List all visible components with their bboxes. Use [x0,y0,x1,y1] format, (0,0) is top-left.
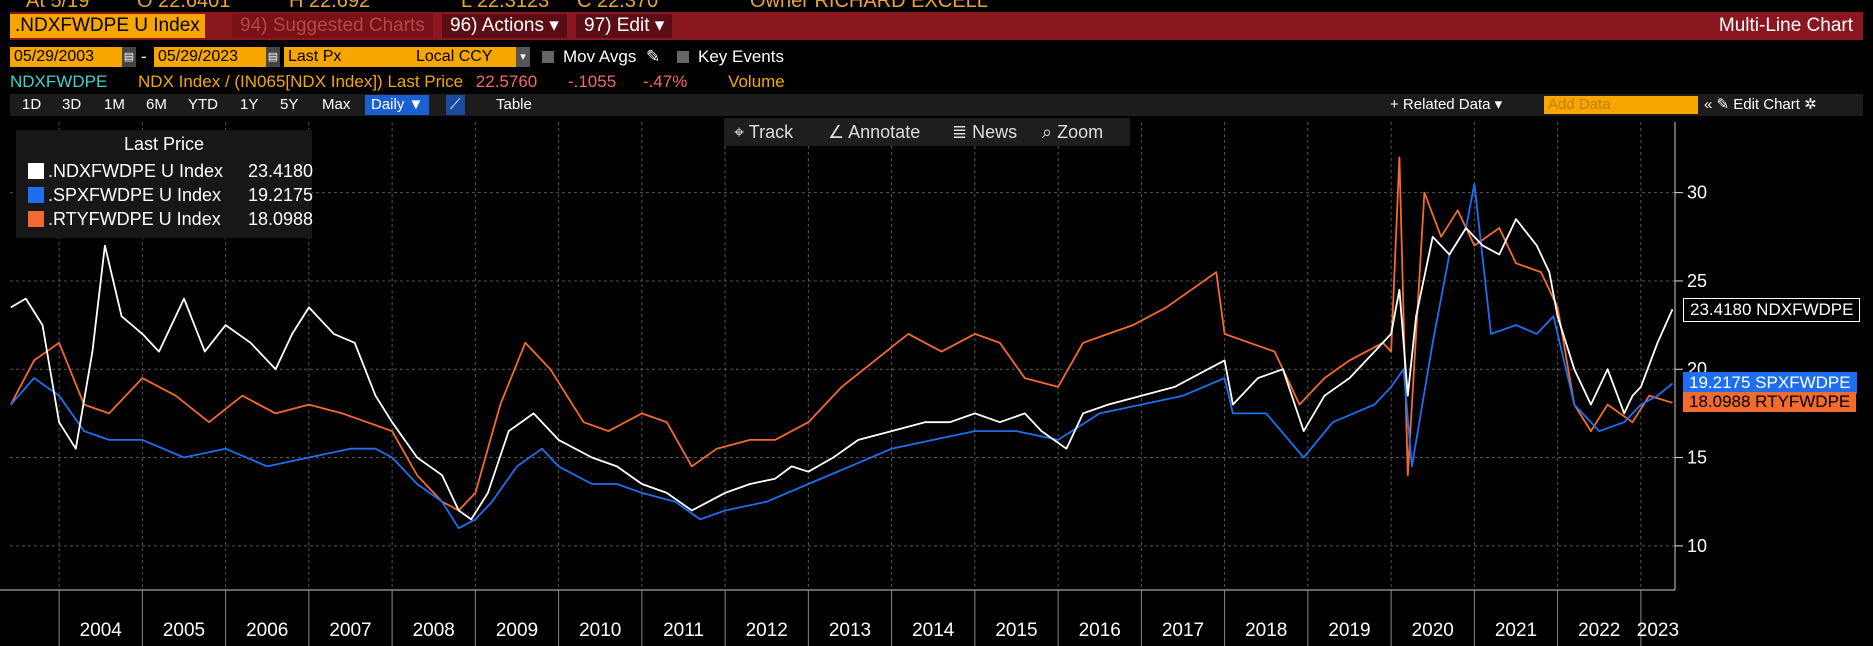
news-button[interactable]: ≣ News [952,122,1018,142]
info-change: -.1055 [567,72,617,91]
legend-swatch [28,163,44,179]
period-1m[interactable]: 1M [104,96,125,113]
series-line-ndxfwdpeuindex [10,218,1674,521]
table-view-button[interactable]: Table [496,96,532,113]
x-tick-label: 2021 [1495,620,1537,641]
quote-high: H 22.692 [289,0,371,12]
add-data-input[interactable]: Add Data [1544,96,1698,114]
x-tick-label: 2018 [1245,620,1287,641]
chevron-down-icon[interactable]: ▾ [516,47,530,67]
x-tick-label: 2013 [829,620,871,641]
end-date-input[interactable]: 05/29/2023 [154,47,270,67]
frequency-select[interactable]: Daily ▼ [365,95,430,115]
info-line: NDXFWDPE NDX Index / (IN065[NDX Index]) … [10,72,785,92]
x-tick-label: 2012 [746,620,788,641]
pencil-icon[interactable]: ✎ [646,47,661,66]
y-tick-label: 10 [1687,536,1707,556]
x-tick-label: 2004 [80,620,123,641]
chart-toolbar: ⌖ Track ∠ Annotate ≣ News ⌕ Zoom [724,118,1130,146]
quote-as-of: At 5/19 [26,0,90,12]
x-tick-label: 2014 [912,620,955,641]
chart-legend: Last Price .NDXFWDPE U Index 23.4180 .SP… [16,130,314,238]
calendar-icon[interactable]: ▤ [266,47,280,67]
period-3d[interactable]: 3D [62,96,82,113]
info-description: NDX Index / (IN065[NDX Index]) Last Pric… [138,72,464,91]
last-value-tag-spx: 19.2175 SPXFWDPE [1683,372,1857,395]
quote-owner: Owner RICHARD EXCELL [750,0,988,12]
period-ytd[interactable]: YTD [188,96,218,113]
y-tick-label: 15 [1687,448,1707,468]
x-tick-label: 2007 [329,620,371,641]
x-tick-label: 2016 [1079,620,1121,641]
x-tick-label: 2008 [413,620,455,641]
currency-select[interactable]: Local CCY [412,47,520,67]
legend-series-name: .SPXFWDPE U Index [48,185,222,205]
x-tick-label: 2010 [579,620,621,641]
title-bar: .NDXFWDPE U Index 94) Suggested Charts 9… [10,12,1863,40]
suggested-charts-button[interactable]: 94) Suggested Charts [232,14,433,38]
quote-low: L 22.3123 [461,0,550,12]
quote-close: C 22.370 [577,0,659,12]
actions-menu[interactable]: 96) Actions ▾ [442,14,567,38]
field-select[interactable]: Last Px [284,47,412,67]
last-value-tag-rty: 18.0988 RTYFWDPE [1683,391,1857,412]
mov-avgs-label: Mov Avgs [563,47,637,66]
start-date-input[interactable]: 05/29/2003 [10,47,126,67]
series-line-rtyfwdpeuindex [10,156,1673,512]
info-volume: Volume [728,72,785,91]
period-1d[interactable]: 1D [22,96,42,113]
x-tick-label: 2019 [1328,620,1370,641]
x-tick-label: 2015 [995,620,1037,641]
series-line-spxfwdpeuindex [10,182,1674,530]
legend-series-name: .NDXFWDPE U Index [48,161,224,181]
legend-series-value: 18.0988 [248,209,314,229]
legend-swatch [28,187,44,203]
edit-chart-button[interactable]: « ✎ Edit Chart ✲ [1704,96,1817,113]
period-1y[interactable]: 1Y [240,96,259,113]
annotate-button[interactable]: ∠ Annotate [828,122,921,142]
x-tick-label: 2023 [1637,620,1679,641]
quote-strip: At 5/19 O 22.6401 H 22.692 L 22.3123 C 2… [0,0,1873,12]
legend-swatch [28,211,44,227]
quote-open: O 22.6401 [137,0,231,12]
line-chart-icon[interactable]: ⟋ [446,95,465,115]
x-tick-label: 2009 [496,620,538,641]
zoom-button[interactable]: ⌕ Zoom [1042,122,1104,142]
legend-series-name: .RTYFWDPE U Index [48,209,221,229]
y-tick-label: 30 [1687,183,1707,203]
period-6m[interactable]: 6M [146,96,167,113]
edit-menu[interactable]: 97) Edit ▾ [576,14,673,38]
y-tick-label: 25 [1687,271,1707,291]
period-max[interactable]: Max [322,96,351,113]
last-value-tag-ndx: 23.4180 NDXFWDPE [1683,297,1861,322]
x-tick-label: 2020 [1412,620,1454,641]
info-pct-change: -.47% [642,72,688,91]
legend-series-value: 23.4180 [248,161,314,181]
mov-avgs-checkbox[interactable] [542,51,554,63]
x-tick-label: 2005 [163,620,205,641]
security-ticker-field[interactable]: .NDXFWDPE U Index [10,14,205,38]
related-data-button[interactable]: + Related Data ▾ [1390,96,1503,113]
period-toolbar: 1D 3D 1M 6M YTD 1Y 5Y Max Daily ▼ ⟋ Tabl… [10,94,1863,116]
track-button[interactable]: ⌖ Track [734,122,794,142]
legend-series-value: 19.2175 [248,185,314,205]
calendar-icon[interactable]: ▤ [122,47,136,67]
info-ticker: NDXFWDPE [10,72,108,91]
x-tick-label: 2006 [246,620,288,641]
key-events-label: Key Events [698,47,784,66]
legend-title: Last Price [123,134,205,154]
key-events-checkbox[interactable] [677,51,689,63]
x-tick-label: 2011 [663,620,704,641]
date-separator: - [141,47,147,66]
x-tick-label: 2017 [1162,620,1204,641]
chart-type-label: Multi-Line Chart [1718,15,1853,36]
info-last-price: 22.5760 [475,72,538,91]
x-tick-label: 2022 [1578,620,1620,641]
period-5y[interactable]: 5Y [280,96,299,113]
